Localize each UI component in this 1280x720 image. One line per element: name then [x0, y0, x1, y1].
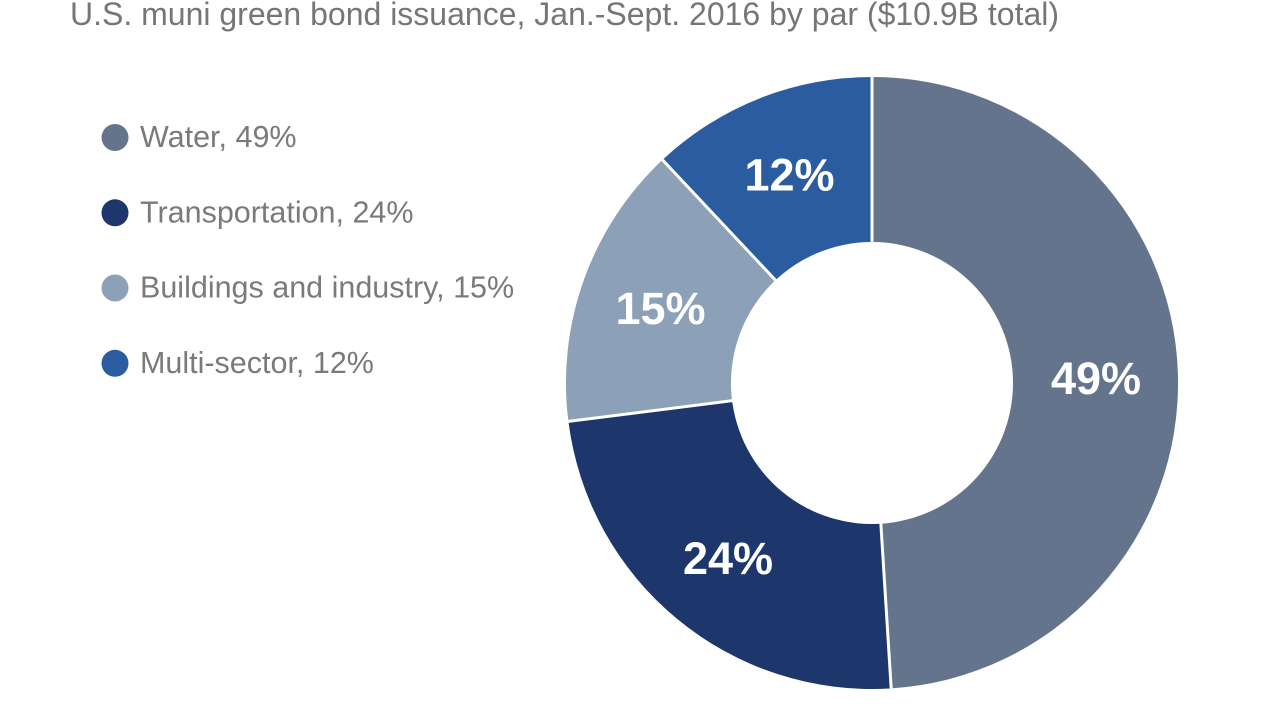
- svg-text:Transportation, 24%: Transportation, 24%: [140, 195, 414, 229]
- svg-text:49%: 49%: [1051, 353, 1141, 404]
- svg-text:Multi-sector, 12%: Multi-sector, 12%: [140, 346, 374, 380]
- svg-text:U.S. muni green bond issuance,: U.S. muni green bond issuance, Jan.-Sept…: [70, 0, 1059, 32]
- svg-text:Buildings and industry, 15%: Buildings and industry, 15%: [140, 271, 514, 305]
- svg-text:Water, 49%: Water, 49%: [140, 120, 297, 154]
- svg-text:12%: 12%: [744, 150, 834, 201]
- svg-text:24%: 24%: [683, 533, 773, 584]
- svg-text:15%: 15%: [615, 283, 705, 334]
